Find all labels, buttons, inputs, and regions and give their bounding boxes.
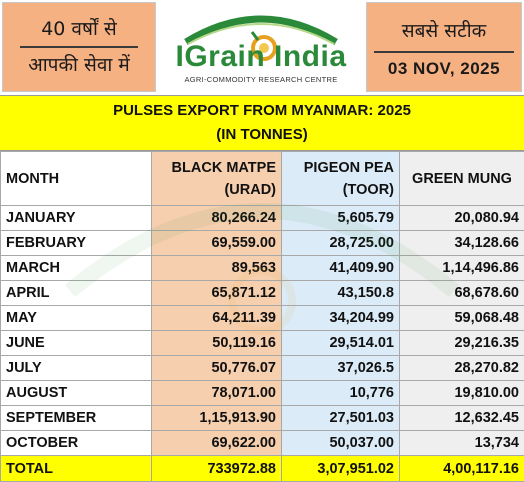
logo-name: IGrain India [175,40,347,73]
cell-urad: 64,211.39 [151,305,282,331]
total-mung: 4,00,117.16 [399,455,524,482]
table-row: MAY 64,211.39 34,204.99 59,068.48 [0,305,524,331]
cell-urad: 78,071.00 [151,380,282,406]
header-mung: GREEN MUNG [399,151,524,206]
cell-mung: 68,678.60 [399,280,524,306]
cell-month: MAY [0,305,152,331]
table-row: JUNE 50,119.16 29,514.01 29,216.35 [0,330,524,356]
tagline-divider [20,46,138,48]
cell-urad: 50,776.07 [151,355,282,381]
title-line-2: (IN TONNES) [216,126,308,143]
cell-toor: 5,605.79 [281,205,400,231]
cell-toor: 37,026.5 [281,355,400,381]
header-urad: BLACK MATPE (URAD) [151,151,282,206]
tagline-box: 40 वर्षों से आपकी सेवा में [2,2,156,92]
cell-toor: 10,776 [281,380,400,406]
report-date: 03 NOV, 2025 [387,59,501,78]
igrain-logo: IGrain India AGRI-COMMODITY RESEARCH CEN… [158,0,364,95]
logo-tagline: AGRI-COMMODITY RESEARCH CENTRE [184,75,338,84]
cell-month: JUNE [0,330,152,356]
cell-mung: 19,810.00 [399,380,524,406]
table-row: JULY 50,776.07 37,026.5 28,270.82 [0,355,524,381]
header-banner: 40 वर्षों से आपकी सेवा में IGrain India … [0,0,524,95]
tagline-line-1: 40 वर्षों से [41,18,117,40]
total-urad: 733972.88 [151,455,282,482]
table-row: SEPTEMBER 1,15,913.90 27,501.03 12,632.4… [0,405,524,431]
header-urad-line-1: BLACK MATPE [171,159,276,176]
cell-mung: 29,216.35 [399,330,524,356]
cell-urad: 1,15,913.90 [151,405,282,431]
cell-toor: 29,514.01 [281,330,400,356]
cell-mung: 1,14,496.86 [399,255,524,281]
cell-urad: 69,559.00 [151,230,282,256]
cell-toor: 27,501.03 [281,405,400,431]
cell-month: SEPTEMBER [0,405,152,431]
table-header-row: MONTH BLACK MATPE (URAD) PIGEON PEA (TOO… [0,151,524,206]
total-toor: 3,07,951.02 [281,455,400,482]
cell-toor: 34,204.99 [281,305,400,331]
total-label: TOTAL [0,455,152,482]
date-box: सबसे सटीक 03 NOV, 2025 [366,2,522,92]
header-toor: PIGEON PEA (TOOR) [281,151,400,206]
cell-month: AUGUST [0,380,152,406]
cell-urad: 65,871.12 [151,280,282,306]
header-urad-line-2: (URAD) [224,181,276,198]
cell-urad: 69,622.00 [151,430,282,456]
cell-month: MARCH [0,255,152,281]
cell-mung: 34,128.66 [399,230,524,256]
date-divider [374,51,514,53]
cell-toor: 43,150.8 [281,280,400,306]
cell-mung: 13,734 [399,430,524,456]
table-row: AUGUST 78,071.00 10,776 19,810.00 [0,380,524,406]
cell-mung: 20,080.94 [399,205,524,231]
title-line-1: PULSES EXPORT FROM MYANMAR: 2025 [113,102,411,119]
cell-urad: 80,266.24 [151,205,282,231]
table-row: FEBRUARY 69,559.00 28,725.00 34,128.66 [0,230,524,256]
report-title: PULSES EXPORT FROM MYANMAR: 2025 (IN TON… [0,95,524,151]
total-row: TOTAL 733972.88 3,07,951.02 4,00,117.16 [0,455,524,482]
cell-mung: 12,632.45 [399,405,524,431]
tagline-line-2: आपकी सेवा में [28,54,130,76]
cell-toor: 28,725.00 [281,230,400,256]
grain-logo-icon [184,15,338,61]
cell-mung: 59,068.48 [399,305,524,331]
cell-month: APRIL [0,280,152,306]
cell-urad: 89,563 [151,255,282,281]
cell-toor: 41,409.90 [281,255,400,281]
cell-toor: 50,037.00 [281,430,400,456]
table-row: JANUARY 80,266.24 5,605.79 20,080.94 [0,205,524,231]
cell-month: FEBRUARY [0,230,152,256]
cell-month: JULY [0,355,152,381]
table-row: MARCH 89,563 41,409.90 1,14,496.86 [0,255,524,281]
table-row: APRIL 65,871.12 43,150.8 68,678.60 [0,280,524,306]
cell-month: OCTOBER [0,430,152,456]
table-row: OCTOBER 69,622.00 50,037.00 13,734 [0,430,524,456]
cell-mung: 28,270.82 [399,355,524,381]
cell-urad: 50,119.16 [151,330,282,356]
accuracy-tagline: सबसे सटीक [401,20,487,42]
export-table: MONTH BLACK MATPE (URAD) PIGEON PEA (TOO… [0,151,524,482]
header-toor-line-2: (TOOR) [342,181,394,198]
header-month: MONTH [0,151,152,206]
cell-month: JANUARY [0,205,152,231]
header-toor-line-1: PIGEON PEA [303,159,394,176]
